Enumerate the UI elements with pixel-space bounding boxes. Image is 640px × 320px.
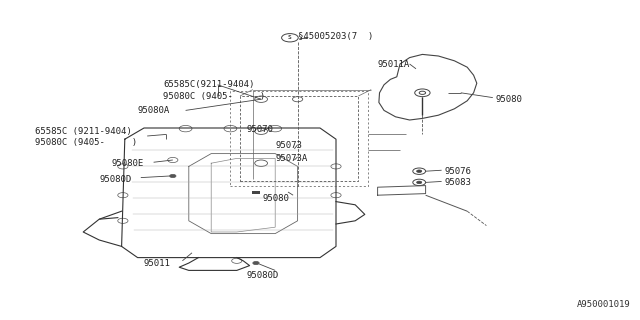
Circle shape [253, 261, 259, 265]
Text: 95073A: 95073A [275, 154, 307, 163]
Circle shape [417, 170, 422, 172]
Text: 95080C (9405-     ): 95080C (9405- ) [163, 92, 266, 100]
Text: A950001019: A950001019 [577, 300, 630, 309]
Circle shape [170, 174, 176, 178]
Text: 65585C (9211-9404): 65585C (9211-9404) [35, 127, 132, 136]
Text: 95080D: 95080D [246, 271, 278, 280]
Text: 95080: 95080 [262, 194, 289, 203]
Text: §45005203(7  ): §45005203(7 ) [298, 32, 373, 41]
Circle shape [417, 181, 422, 184]
Text: S: S [288, 35, 292, 40]
Text: 95011: 95011 [144, 260, 171, 268]
Text: 95080E: 95080E [112, 159, 144, 168]
Text: 95011A: 95011A [378, 60, 410, 68]
Text: 95073: 95073 [275, 141, 302, 150]
Text: 95080: 95080 [496, 95, 523, 104]
Text: 95076: 95076 [445, 167, 472, 176]
Text: 95080C (9405-     ): 95080C (9405- ) [35, 138, 138, 147]
FancyBboxPatch shape [252, 191, 260, 194]
Text: 95083: 95083 [445, 178, 472, 187]
Text: 95080D: 95080D [99, 175, 131, 184]
Text: 65585C(9211-9404): 65585C(9211-9404) [163, 80, 255, 89]
Text: 95070: 95070 [246, 125, 273, 134]
Text: 95080A: 95080A [138, 106, 170, 115]
